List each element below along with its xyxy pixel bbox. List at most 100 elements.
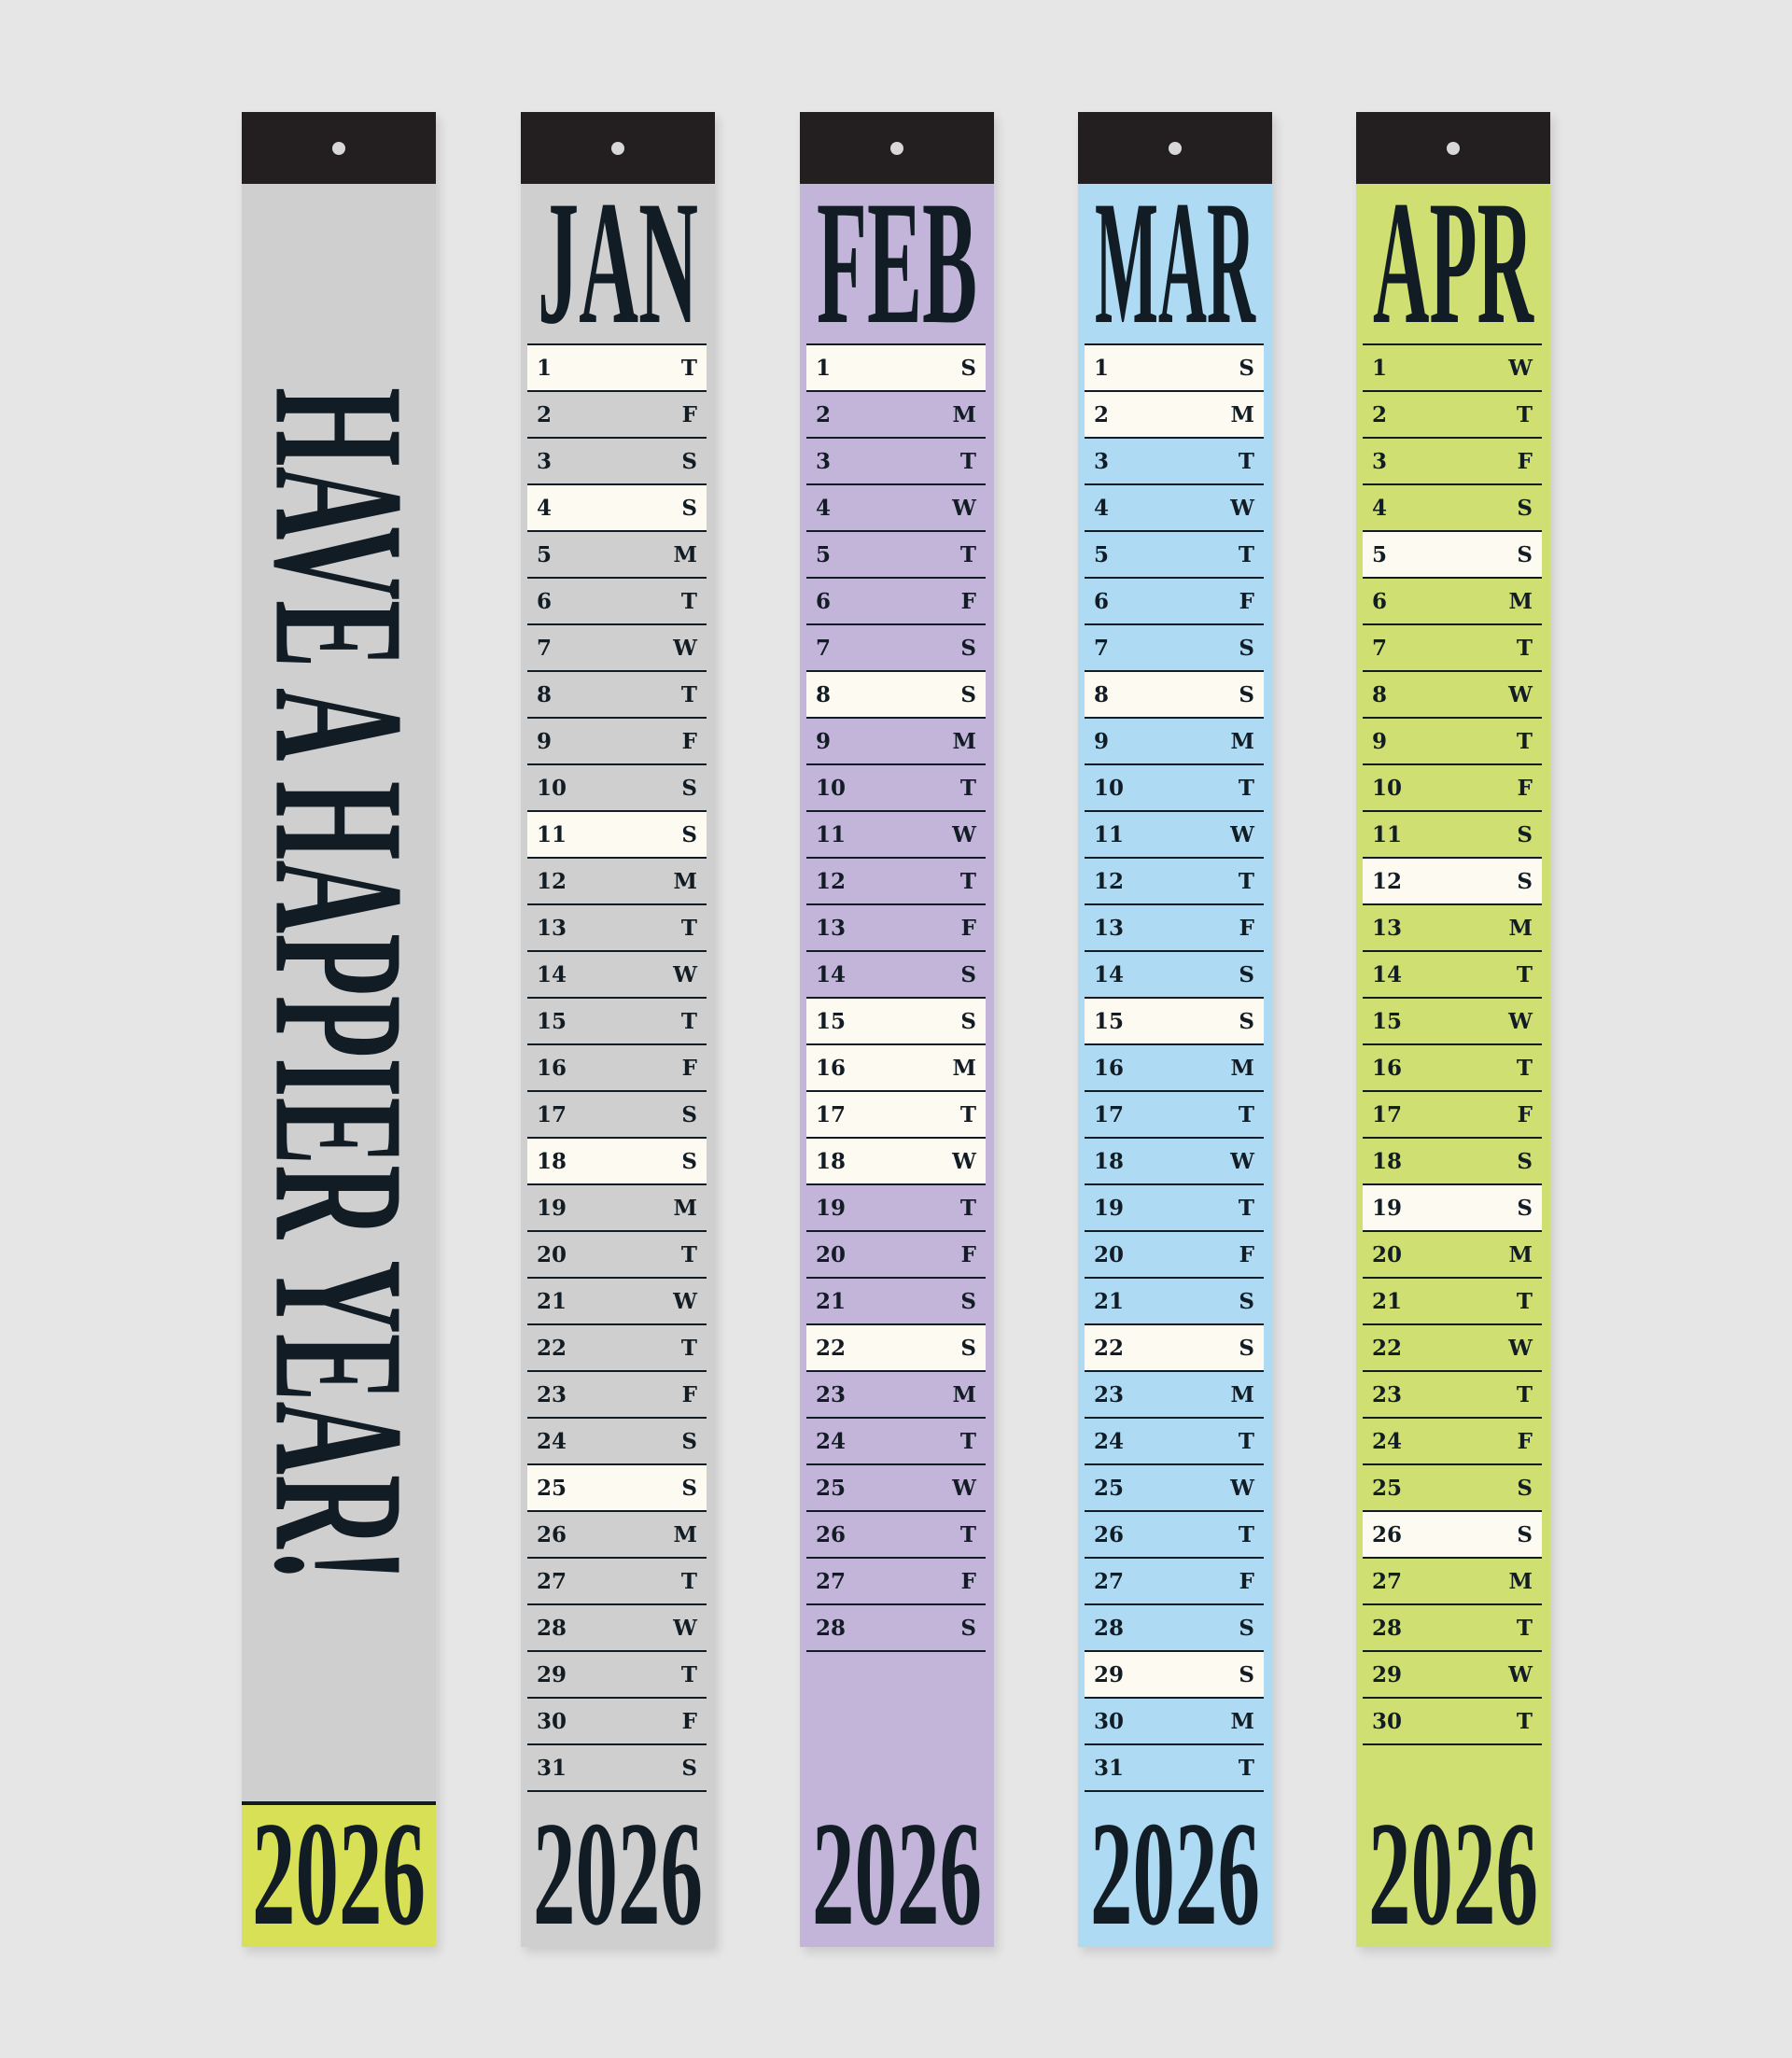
day-number: 28 [537, 1615, 567, 1641]
day-number: 17 [816, 1101, 847, 1127]
day-number: 22 [537, 1335, 567, 1361]
weekday-letter: T [1238, 541, 1254, 567]
hanger-bar [1078, 112, 1272, 184]
day-number: 26 [1372, 1521, 1403, 1547]
day-number: 27 [1094, 1568, 1125, 1594]
day-number: 24 [1094, 1428, 1125, 1454]
weekday-letter: S [960, 1615, 976, 1641]
weekday-letter: W [952, 495, 976, 521]
weekday-letter: F [681, 401, 697, 427]
day-number: 23 [537, 1381, 567, 1407]
weekday-letter: S [1239, 635, 1254, 661]
weekday-letter: T [1516, 961, 1533, 987]
weekday-letter: T [959, 541, 976, 567]
day-number: 21 [1094, 1288, 1125, 1314]
day-row: 16 T [1363, 1043, 1542, 1090]
day-number: 7 [816, 635, 832, 661]
day-list: 1 T 2 F 3 S 4 S 5 M 6 T 7 W 8 T 9 F 10 S 11 S 12 M 13 T 14 W 15 T 16 F 1… [527, 343, 707, 1792]
day-number: 4 [816, 495, 832, 521]
weekday-letter: T [680, 355, 697, 381]
month-strip-mar: MAR 2026 1 S 2 M 3 T 4 W 5 T 6 F 7 S 8 S 9 M 10 T 11 W 12 T 13 F 14 S… [1078, 112, 1272, 1956]
weekday-letter: W [1508, 681, 1533, 707]
day-row: 12 T [1085, 857, 1264, 903]
day-row: 27 F [806, 1557, 986, 1603]
day-number: 23 [1094, 1381, 1125, 1407]
weekday-letter: T [1516, 728, 1533, 754]
day-row: 25 W [806, 1463, 986, 1510]
day-list: 1 S 2 M 3 T 4 W 5 T 6 F 7 S 8 S 9 M 10 T 11 W 12 T 13 F 14 S 15 S 16 M 1… [1085, 343, 1264, 1792]
day-number: 9 [1094, 728, 1110, 754]
day-number: 2 [1094, 401, 1110, 427]
month-strip-feb: FEB 2026 1 S 2 M 3 T 4 W 5 T 6 F 7 S 8 S 9 M 10 T 11 W 12 T 13 F 14 S… [800, 112, 994, 1956]
day-number: 12 [1372, 868, 1403, 894]
day-number: 11 [1094, 821, 1125, 847]
weekday-letter: S [1239, 961, 1254, 987]
weekday-letter: M [673, 868, 697, 894]
day-row: 17 T [1085, 1090, 1264, 1137]
weekday-letter: F [681, 728, 697, 754]
day-number: 24 [816, 1428, 847, 1454]
day-number: 8 [816, 681, 832, 707]
day-row: 17 T [806, 1090, 986, 1137]
weekday-letter: S [1517, 1195, 1533, 1221]
weekday-letter: M [952, 1055, 976, 1081]
day-row: 26 S [1363, 1510, 1542, 1557]
day-row: 28 S [806, 1603, 986, 1652]
day-number: 28 [1094, 1615, 1125, 1641]
weekday-letter: F [960, 1241, 976, 1267]
weekday-letter: M [1508, 1568, 1533, 1594]
weekday-letter: S [681, 495, 697, 521]
weekday-letter: S [681, 1101, 697, 1127]
day-row: 21 S [1085, 1277, 1264, 1323]
day-row: 10 F [1363, 763, 1542, 810]
weekday-letter: M [1230, 1055, 1254, 1081]
weekday-letter: T [1516, 1055, 1533, 1081]
day-number: 8 [537, 681, 553, 707]
day-row: 24 T [1085, 1417, 1264, 1463]
day-number: 2 [537, 401, 553, 427]
day-number: 23 [1372, 1381, 1403, 1407]
day-number: 28 [1372, 1615, 1403, 1641]
day-row: 22 S [1085, 1323, 1264, 1370]
day-row: 15 W [1363, 997, 1542, 1043]
day-row: 18 S [527, 1137, 707, 1183]
weekday-letter: S [1517, 495, 1533, 521]
day-row: 21 S [806, 1277, 986, 1323]
month-year: 2026 [1368, 1790, 1538, 1956]
day-row: 15 T [527, 997, 707, 1043]
day-number: 14 [537, 961, 567, 987]
day-row: 11 W [806, 810, 986, 857]
day-row: 14 S [806, 950, 986, 997]
day-number: 10 [816, 775, 847, 801]
weekday-letter: F [1239, 1568, 1254, 1594]
weekday-letter: M [1230, 1708, 1254, 1734]
weekday-letter: W [1508, 355, 1533, 381]
weekday-letter: M [1508, 1241, 1533, 1267]
day-number: 10 [1372, 775, 1403, 801]
day-row: 15 S [1085, 997, 1264, 1043]
day-number: 5 [537, 541, 553, 567]
weekday-letter: F [681, 1055, 697, 1081]
weekday-letter: W [952, 821, 976, 847]
weekday-letter: F [960, 1568, 976, 1594]
weekday-letter: M [952, 401, 976, 427]
day-row: 29 S [1085, 1650, 1264, 1697]
day-number: 15 [1094, 1008, 1125, 1034]
weekday-letter: S [960, 1335, 976, 1361]
weekday-letter: F [1517, 775, 1533, 801]
day-number: 1 [816, 355, 832, 381]
weekday-letter: T [1238, 1195, 1254, 1221]
day-row: 23 M [1085, 1370, 1264, 1417]
weekday-letter: T [680, 681, 697, 707]
day-row: 18 W [1085, 1137, 1264, 1183]
month-title: FEB [817, 165, 977, 361]
weekday-letter: S [1239, 1008, 1254, 1034]
